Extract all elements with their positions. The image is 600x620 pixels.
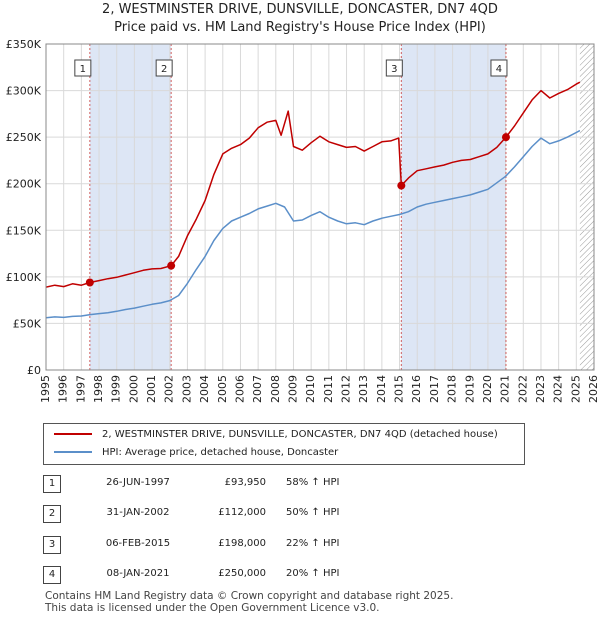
transaction-point xyxy=(397,181,406,190)
x-tick-label: 2014 xyxy=(375,375,388,403)
x-tick-label: 2024 xyxy=(552,375,565,403)
y-tick-label: £200K xyxy=(6,178,42,191)
transaction-hpi: 20% ↑ HPI xyxy=(286,568,340,579)
transaction-hpi: 58% ↑ HPI xyxy=(286,477,340,488)
y-tick-label: £350K xyxy=(6,38,42,51)
x-tick-label: 1998 xyxy=(92,375,105,403)
chart-subtitle: Price paid vs. HM Land Registry's House … xyxy=(114,20,486,35)
x-tick-label: 2020 xyxy=(481,375,494,403)
x-tick-label: 2005 xyxy=(216,375,229,403)
transaction-hpi: 22% ↑ HPI xyxy=(286,538,340,549)
x-tick-label: 2019 xyxy=(463,375,476,403)
x-tick-label: 2026 xyxy=(587,375,600,403)
series-line-property xyxy=(46,81,581,288)
legend-label-hpi: HPI: Average price, detached house, Donc… xyxy=(102,447,339,458)
legend-label-property: 2, WESTMINSTER DRIVE, DUNSVILLE, DONCAST… xyxy=(102,429,498,440)
legend-swatch-hpi xyxy=(54,451,92,453)
transaction-row: 4 08-JAN-2021 £250,000 20% ↑ HPI xyxy=(43,564,563,586)
transaction-label-box xyxy=(490,59,508,77)
x-tick-label: 1996 xyxy=(57,375,70,403)
transaction-row: 1 26-JUN-1997 £93,950 58% ↑ HPI xyxy=(43,473,563,495)
legend-item-property: 2, WESTMINSTER DRIVE, DUNSVILLE, DONCAST… xyxy=(54,427,498,443)
x-tick-label: 2017 xyxy=(428,375,441,403)
transaction-label-number: 4 xyxy=(496,64,502,75)
x-tick-label: 2004 xyxy=(198,375,211,403)
x-tick-label: 1997 xyxy=(74,375,87,403)
x-tick-label: 2002 xyxy=(163,375,176,403)
x-tick-label: 2000 xyxy=(127,375,140,403)
price-chart: £0 £50K £100K £150K £200K £250K £300K £350K 1995… xyxy=(6,38,600,403)
forecast-hatch xyxy=(579,44,594,370)
transaction-point xyxy=(85,278,94,287)
transaction-label-box xyxy=(385,59,403,77)
series-line-hpi xyxy=(46,129,581,319)
transaction-row: 3 06-FEB-2015 £198,000 22% ↑ HPI xyxy=(43,534,563,556)
transaction-point xyxy=(167,261,176,270)
transaction-price: £93,950 xyxy=(224,477,266,488)
y-tick-label: £50K xyxy=(13,317,42,330)
chart-title: 2, WESTMINSTER DRIVE, DUNSVILLE, DONCAST… xyxy=(102,2,498,17)
transaction-price: £112,000 xyxy=(218,507,266,518)
transaction-row: 2 31-JAN-2002 £112,000 50% ↑ HPI xyxy=(43,503,563,525)
x-tick-label: 2003 xyxy=(180,375,193,403)
transaction-price: £250,000 xyxy=(218,568,266,579)
transaction-date: 06-FEB-2015 xyxy=(105,538,171,549)
y-tick-label: £0 xyxy=(27,364,41,377)
x-tick-label: 2015 xyxy=(393,375,406,403)
x-tick-label: 2010 xyxy=(304,375,317,403)
x-tick-label: 2001 xyxy=(145,375,158,403)
legend-item-hpi: HPI: Average price, detached house, Donc… xyxy=(54,445,338,461)
transaction-date: 26-JUN-1997 xyxy=(106,477,170,488)
x-tick-label: 2023 xyxy=(534,375,547,403)
transaction-label-box xyxy=(74,59,92,77)
x-tick-label: 2025 xyxy=(569,375,582,403)
transaction-hpi: 50% ↑ HPI xyxy=(286,507,340,518)
plot-border xyxy=(45,43,595,371)
x-tick-label: 2011 xyxy=(322,375,335,403)
y-tick-label: £300K xyxy=(6,85,42,98)
y-tick-label: £150K xyxy=(6,224,42,237)
transaction-number: 4 xyxy=(43,566,61,584)
transaction-date: 08-JAN-2021 xyxy=(106,568,170,579)
transaction-label-number: 2 xyxy=(161,64,167,75)
y-tick-label: £250K xyxy=(6,131,42,144)
x-tick-label: 2009 xyxy=(286,375,299,403)
x-tick-label: 2006 xyxy=(233,375,246,403)
transaction-price: £198,000 xyxy=(218,538,266,549)
shaded-band xyxy=(89,44,172,370)
x-tick-label: 1999 xyxy=(110,375,123,403)
legend: 2, WESTMINSTER DRIVE, DUNSVILLE, DONCAST… xyxy=(43,423,525,465)
x-tick-label: 2022 xyxy=(516,375,529,403)
transaction-label-box xyxy=(155,59,173,77)
transaction-label-number: 1 xyxy=(80,64,86,75)
x-tick-label: 2007 xyxy=(251,375,264,403)
series-group xyxy=(46,81,581,319)
transaction-date: 31-JAN-2002 xyxy=(106,507,170,518)
x-tick-label: 2012 xyxy=(340,375,353,403)
footer-licence: This data is licensed under the Open Gov… xyxy=(45,602,380,614)
transaction-number: 1 xyxy=(43,475,61,493)
x-tick-label: 2016 xyxy=(410,375,423,403)
x-tick-label: 2018 xyxy=(446,375,459,403)
transaction-label-number: 3 xyxy=(391,64,397,75)
x-tick-label: 2013 xyxy=(357,375,370,403)
x-tick-label: 2008 xyxy=(269,375,282,403)
footer-copyright: Contains HM Land Registry data © Crown c… xyxy=(45,590,454,602)
x-tick-label: 2021 xyxy=(499,375,512,403)
transaction-point xyxy=(501,133,510,142)
transaction-number: 3 xyxy=(43,536,61,554)
legend-swatch-property xyxy=(54,433,92,435)
y-tick-label: £100K xyxy=(6,271,42,284)
x-tick-label: 1995 xyxy=(39,375,52,403)
transaction-number: 2 xyxy=(43,505,61,523)
